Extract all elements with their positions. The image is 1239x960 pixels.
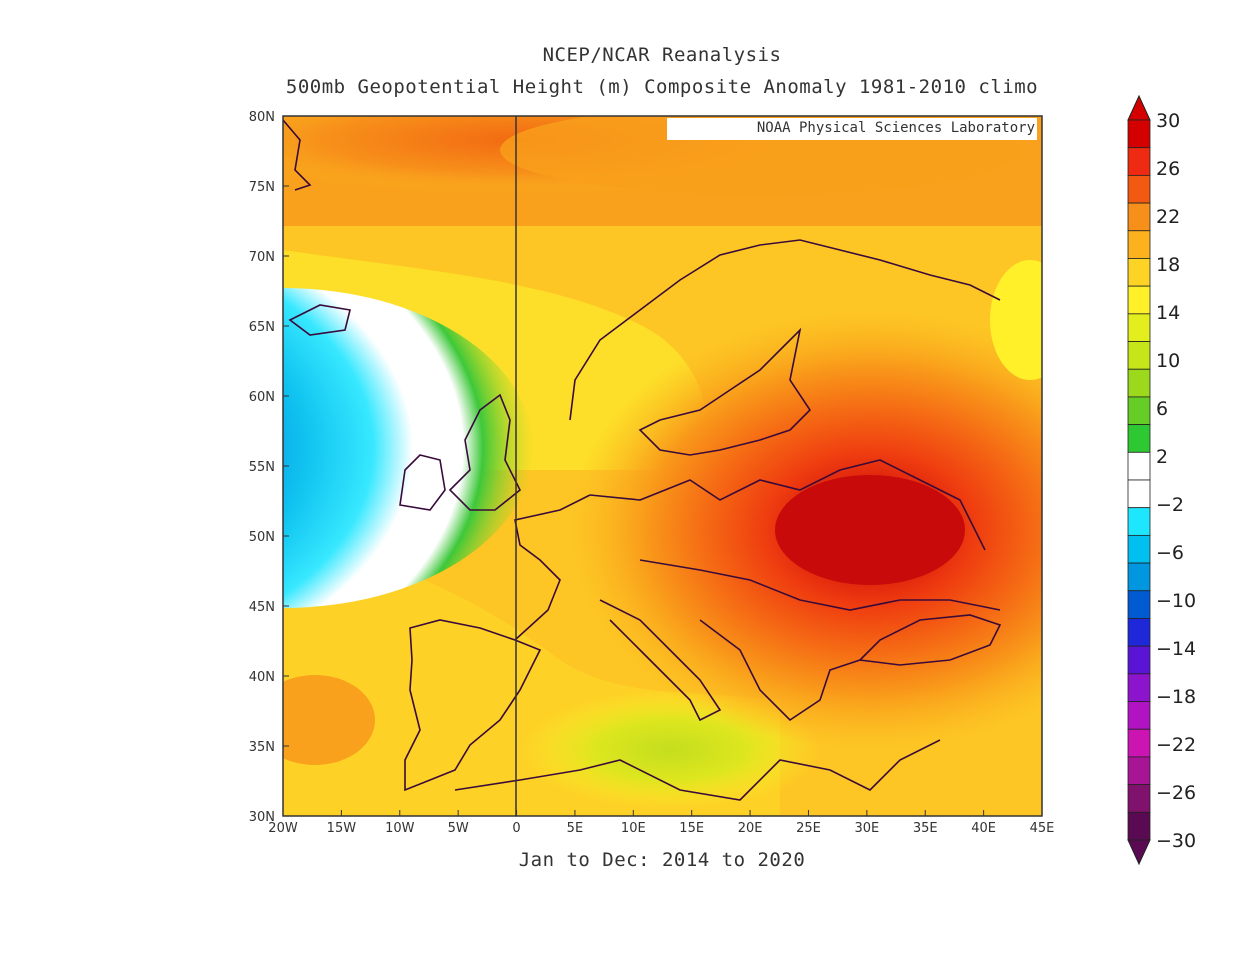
lat-tick-label: 65N — [249, 320, 275, 335]
lon-tick-label: 25E — [796, 821, 821, 836]
lon-tick-label: 5W — [448, 821, 469, 836]
africa-coast — [454, 739, 941, 801]
colorbar-swatch — [1127, 507, 1151, 536]
colorbar-swatch — [1127, 451, 1151, 481]
lon-tick-label: 30E — [854, 821, 879, 836]
blacksea-coast — [858, 614, 1002, 666]
lon-tick-label: 45E — [1030, 821, 1055, 836]
colorbar-swatch — [1127, 479, 1151, 509]
colorbar-swatch — [1127, 673, 1151, 702]
lon-tick-label: 20W — [268, 821, 298, 836]
lon-tick-label: 10E — [621, 821, 646, 836]
colorbar-label: 2 — [1156, 446, 1168, 468]
colorbar-label: 18 — [1156, 254, 1180, 276]
colorbar-swatch — [1127, 258, 1151, 287]
colorbar-swatch — [1127, 341, 1151, 370]
scandinavia-coast — [569, 239, 1001, 421]
colorbar-label: 10 — [1156, 350, 1180, 372]
lat-tick-label: 80N — [249, 110, 275, 125]
colorbar-swatch — [1127, 202, 1151, 232]
colorbar-label: −22 — [1156, 734, 1196, 756]
lat-axis: 80N 75N 70N 65N 60N 55N 50N 45N 40N 35N 30N — [249, 110, 289, 825]
lat-tick-label: 40N — [249, 670, 275, 685]
lon-tick-label: 20E — [738, 821, 763, 836]
colorbar-swatch — [1127, 396, 1151, 426]
lat-tick-label: 50N — [249, 530, 275, 545]
colorbar-swatch — [1127, 534, 1151, 564]
lat-tick-label: 30N — [249, 810, 275, 825]
lon-tick-label: 15W — [327, 821, 357, 836]
ireland-coast — [399, 454, 446, 511]
lat-tick-label: 70N — [249, 250, 275, 265]
lat-tick-label: 35N — [249, 740, 275, 755]
colorbar-swatch — [1127, 618, 1151, 647]
anomaly-field — [283, 116, 1042, 816]
colorbar-label: −30 — [1156, 830, 1196, 852]
colorbar-swatch — [1127, 174, 1151, 204]
colorbar-swatch — [1127, 728, 1151, 758]
lon-tick-label: 0 — [512, 821, 520, 836]
italy-coast — [599, 599, 722, 722]
colorbar-swatch — [1127, 562, 1151, 592]
colorbar-swatch — [1127, 285, 1151, 315]
colorbar: 30 26 22 18 14 10 6 2 −2 −6 −10 −14 −18 −22 −26 −30 — [1127, 94, 1196, 866]
lon-tick-label: 15E — [679, 821, 704, 836]
colorbar-label: −2 — [1156, 494, 1184, 516]
balkans-coast — [699, 619, 861, 722]
colorbar-label: 22 — [1156, 206, 1180, 228]
lat-tick-label: 55N — [249, 460, 275, 475]
colorbar-swatch — [1127, 784, 1151, 813]
colorbar-label: −14 — [1156, 638, 1196, 660]
iceland-coast — [288, 304, 351, 336]
lat-tick-label: 75N — [249, 180, 275, 195]
colorbar-swatch — [1127, 811, 1151, 841]
lat-tick-label: 45N — [249, 600, 275, 615]
greenland-coast — [283, 119, 312, 191]
lon-tick-label: 35E — [913, 821, 938, 836]
lon-axis: 20W 15W 10W 5W 0 5E 10E 15E 20E 25E 30E 35E 40E 45E — [268, 810, 1054, 836]
chart-title: NCEP/NCAR Reanalysis — [542, 44, 782, 66]
lon-tick-label: 40E — [971, 821, 996, 836]
colorbar-swatch — [1127, 424, 1151, 453]
colorbar-swatch — [1127, 590, 1151, 619]
colorbar-swatch — [1127, 147, 1151, 176]
britain-coast — [448, 393, 522, 511]
colorbar-swatch — [1127, 756, 1151, 786]
colorbar-label: 26 — [1156, 158, 1180, 180]
colorbar-label: 14 — [1156, 302, 1180, 324]
colorbar-swatch — [1127, 701, 1151, 730]
lat-tick-label: 60N — [249, 390, 275, 405]
borders — [589, 459, 1001, 611]
colorbar-label: 30 — [1156, 110, 1180, 132]
iberia-coast — [404, 619, 542, 792]
france-coast — [514, 494, 591, 641]
baltic-coast — [638, 327, 812, 456]
colorbar-label: −6 — [1156, 542, 1184, 564]
colorbar-swatch — [1127, 645, 1151, 675]
credit-label: NOAA Physical Sciences Laboratory — [667, 118, 1037, 140]
colorbar-max-arrow — [1127, 94, 1151, 121]
coastlines — [283, 119, 1002, 801]
colorbar-label: 6 — [1156, 398, 1168, 420]
lon-tick-label: 10W — [385, 821, 415, 836]
colorbar-swatch — [1127, 119, 1151, 149]
colorbar-swatch — [1127, 368, 1151, 398]
colorbar-label: −10 — [1156, 590, 1196, 612]
colorbar-min-arrow — [1127, 839, 1151, 866]
colorbar-swatch — [1127, 230, 1151, 259]
colorbar-label: −26 — [1156, 782, 1196, 804]
colorbar-swatch — [1127, 313, 1151, 342]
chart-subtitle: 500mb Geopotential Height (m) Composite … — [285, 76, 1039, 98]
lon-tick-label: 5E — [567, 821, 584, 836]
time-range-label: Jan to Dec: 2014 to 2020 — [518, 849, 806, 871]
colorbar-label: −18 — [1156, 686, 1196, 708]
